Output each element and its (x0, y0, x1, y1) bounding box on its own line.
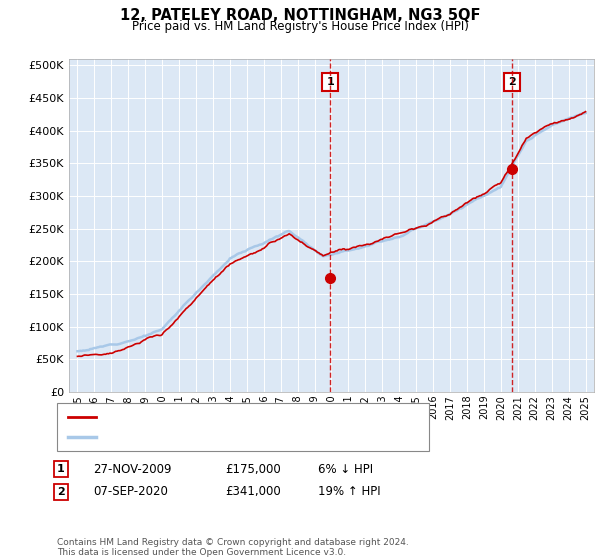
Text: 19% ↑ HPI: 19% ↑ HPI (318, 485, 380, 498)
Text: £175,000: £175,000 (225, 463, 281, 476)
Text: Price paid vs. HM Land Registry's House Price Index (HPI): Price paid vs. HM Land Registry's House … (131, 20, 469, 32)
Text: 2: 2 (508, 77, 516, 87)
Text: Contains HM Land Registry data © Crown copyright and database right 2024.
This d: Contains HM Land Registry data © Crown c… (57, 538, 409, 557)
Text: £341,000: £341,000 (225, 485, 281, 498)
Text: 07-SEP-2020: 07-SEP-2020 (93, 485, 168, 498)
Text: 12, PATELEY ROAD, NOTTINGHAM, NG3 5QF: 12, PATELEY ROAD, NOTTINGHAM, NG3 5QF (120, 8, 480, 24)
Text: 12, PATELEY ROAD, NOTTINGHAM, NG3 5QF (detached house): 12, PATELEY ROAD, NOTTINGHAM, NG3 5QF (d… (102, 412, 424, 422)
Text: 1: 1 (57, 464, 65, 474)
Text: HPI: Average price, detached house, Gedling: HPI: Average price, detached house, Gedl… (102, 432, 335, 442)
Text: 6% ↓ HPI: 6% ↓ HPI (318, 463, 373, 476)
Text: 27-NOV-2009: 27-NOV-2009 (93, 463, 172, 476)
Text: 2: 2 (57, 487, 65, 497)
Text: 1: 1 (326, 77, 334, 87)
